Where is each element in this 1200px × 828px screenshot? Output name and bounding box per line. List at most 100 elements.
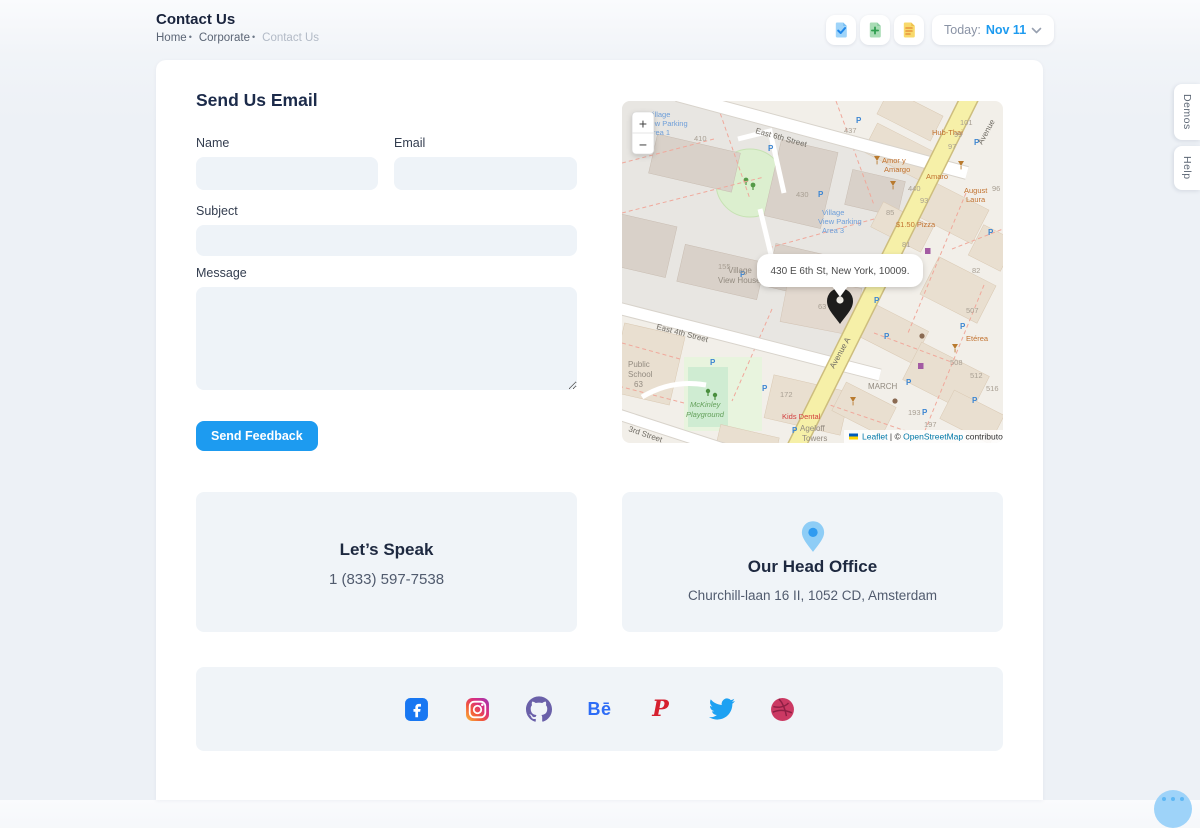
- svg-text:508: 508: [950, 358, 963, 367]
- dribbble-icon: [771, 697, 794, 721]
- svg-text:Public: Public: [628, 360, 650, 369]
- office-title: Our Head Office: [747, 557, 878, 576]
- svg-text:Amargo: Amargo: [884, 165, 910, 174]
- svg-text:Amor y: Amor y: [882, 156, 906, 165]
- instagram-link[interactable]: [457, 688, 499, 730]
- map-attribution: Leaflet | © OpenStreetMap contributors: [844, 430, 1003, 443]
- svg-text:P: P: [762, 384, 768, 393]
- svg-text:101: 101: [960, 118, 973, 127]
- svg-text:$1.50 Pizza: $1.50 Pizza: [896, 220, 936, 229]
- file-add-button[interactable]: [860, 15, 890, 45]
- twitter-icon: [708, 698, 735, 720]
- dot: [1171, 797, 1175, 801]
- leaflet-link[interactable]: Leaflet: [862, 432, 888, 442]
- facebook-link[interactable]: [396, 688, 438, 730]
- svg-text:440: 440: [908, 184, 921, 193]
- breadcrumb-dot: •: [251, 32, 256, 42]
- osm-link[interactable]: OpenStreetMap: [903, 432, 963, 442]
- breadcrumb-corporate[interactable]: Corporate: [198, 32, 250, 44]
- dribbble-link[interactable]: [762, 688, 804, 730]
- tab-demos[interactable]: Demos: [1174, 84, 1200, 140]
- subject-label: Subject: [196, 204, 238, 218]
- github-link[interactable]: [518, 688, 560, 730]
- map-zoom-in-button[interactable]: +: [639, 116, 647, 132]
- svg-text:P: P: [906, 378, 912, 387]
- svg-text:P: P: [856, 116, 862, 125]
- svg-text:430: 430: [796, 190, 809, 199]
- tab-help[interactable]: Help: [1174, 146, 1200, 190]
- file-lines-icon: [903, 22, 915, 38]
- form-heading: Send Us Email: [196, 90, 318, 110]
- map-playground-inner: [688, 367, 728, 427]
- svg-text:View Houses: View Houses: [718, 276, 765, 285]
- svg-text:P: P: [740, 270, 746, 279]
- map-zoom-control: [631, 111, 655, 155]
- svg-text:Village: Village: [822, 208, 844, 217]
- location-pin-icon: [801, 521, 824, 552]
- lets-speak-card: Let’s Speak 1 (833) 597-7538: [196, 492, 577, 632]
- behance-link[interactable]: Bē: [579, 688, 621, 730]
- behance-icon: Bē: [587, 698, 612, 719]
- speak-title: Let’s Speak: [339, 540, 434, 559]
- floating-action-button[interactable]: [1154, 790, 1192, 828]
- svg-text:507: 507: [966, 306, 979, 315]
- svg-text:P: P: [972, 396, 978, 405]
- svg-text:P: P: [960, 322, 966, 331]
- facebook-icon: [405, 697, 428, 721]
- file-check-button[interactable]: [826, 15, 856, 45]
- ukraine-flag-icon: [849, 436, 858, 440]
- map-zoom-out-button[interactable]: −: [639, 137, 647, 153]
- svg-text:85: 85: [886, 208, 894, 217]
- svg-text:63: 63: [634, 380, 643, 389]
- email-label: Email: [394, 136, 426, 150]
- map-popup-text: 430 E 6th St, New York, 10009.: [771, 266, 910, 277]
- dot: [1162, 797, 1166, 801]
- svg-text:P: P: [768, 144, 774, 153]
- svg-text:Village: Village: [728, 266, 752, 275]
- ukraine-flag-icon: [849, 433, 858, 437]
- svg-text:Laura: Laura: [966, 195, 986, 204]
- twitter-link[interactable]: [701, 688, 743, 730]
- svg-text:99: 99: [954, 130, 962, 139]
- name-field[interactable]: [196, 157, 378, 190]
- date-selector[interactable]: Today: Nov 11: [932, 15, 1055, 45]
- map[interactable]: P P P P P P P P P P P P P P P: [622, 101, 1003, 443]
- pinterest-link[interactable]: P: [640, 688, 682, 730]
- header-actions: [826, 15, 924, 45]
- map-popup: [757, 254, 923, 297]
- date-value: Nov 11: [985, 23, 1027, 37]
- poi-icons: [850, 156, 964, 406]
- breadcrumb: Home • Corporate • Contact Us: [156, 32, 319, 44]
- file-lines-button[interactable]: [894, 15, 924, 45]
- social-bar: Bē P: [196, 667, 1003, 751]
- map-marker-icon[interactable]: [827, 288, 853, 324]
- office-address: Churchill-laan 16 II, 1052 CD, Amsterdam: [687, 588, 938, 603]
- svg-text:View Parking: View Parking: [818, 217, 862, 226]
- svg-text:155: 155: [718, 262, 731, 271]
- breadcrumb-current: Contact Us: [262, 32, 320, 44]
- svg-text:Leaflet | © OpenStreetMap cont: Leaflet | © OpenStreetMap contributors: [862, 432, 1003, 442]
- message-field[interactable]: [196, 287, 577, 390]
- send-feedback-button[interactable]: Send Feedback: [196, 421, 318, 451]
- name-label: Name: [196, 136, 230, 150]
- svg-text:63: 63: [818, 302, 826, 311]
- svg-text:P: P: [884, 332, 890, 341]
- svg-text:P: P: [974, 138, 980, 147]
- svg-text:Etérea: Etérea: [966, 334, 989, 343]
- svg-text:Ageloff: Ageloff: [800, 424, 826, 433]
- instagram-icon: [466, 697, 489, 721]
- svg-text:View Parking: View Parking: [644, 119, 688, 128]
- phone-number: 1 (833) 597-7538: [328, 571, 445, 588]
- svg-text:Amaro: Amaro: [926, 172, 948, 181]
- svg-text:Towers: Towers: [802, 434, 827, 443]
- parking-icon: P P P P P P P P P P P P P P P: [710, 116, 994, 435]
- github-icon: [525, 696, 552, 722]
- svg-text:Kids Dental: Kids Dental: [782, 412, 821, 421]
- svg-text:Playground: Playground: [686, 410, 725, 419]
- svg-text:172: 172: [780, 390, 793, 399]
- file-add-icon: [869, 22, 881, 38]
- breadcrumb-home[interactable]: Home: [156, 32, 187, 44]
- svg-text:P: P: [988, 228, 994, 237]
- email-field[interactable]: [394, 157, 577, 190]
- subject-field[interactable]: [196, 225, 577, 256]
